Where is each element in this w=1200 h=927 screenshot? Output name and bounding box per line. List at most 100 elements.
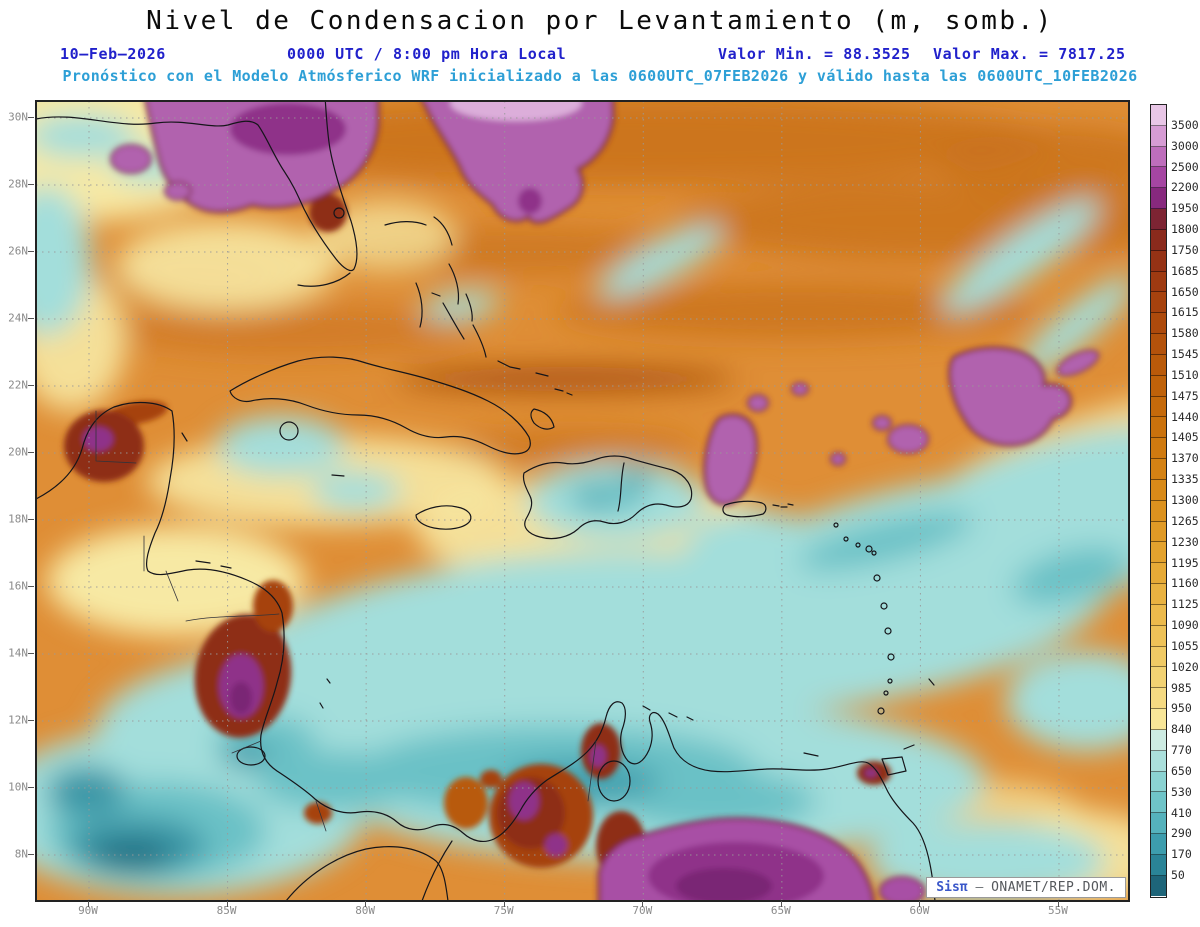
colorbar-label: 1335	[1171, 472, 1199, 487]
colorbar-cell	[1151, 729, 1166, 751]
colorbar-cell	[1151, 459, 1166, 480]
colorbar-label: 1615	[1171, 305, 1199, 320]
colorbar-label: 1265	[1171, 513, 1199, 528]
lon-tick-label: 85W	[216, 904, 237, 917]
coastlines	[36, 101, 936, 901]
colorbar-cell	[1151, 313, 1166, 335]
lon-tick-mark	[365, 901, 367, 907]
map-frame	[36, 101, 1129, 901]
lat-tick-label: 26N	[8, 244, 28, 258]
lat-tick-mark	[28, 586, 34, 587]
lat-tick-label: 16N	[8, 579, 28, 593]
colorbar-label: 290	[1171, 826, 1192, 841]
lat-tick-mark	[28, 117, 34, 118]
lat-tick-label: 18N	[8, 512, 28, 526]
colorbar-label: 985	[1171, 680, 1192, 695]
colorbar-label: 840	[1171, 722, 1192, 737]
lon-tick-label: 55W	[1048, 904, 1068, 917]
value-max: Valor Max. = 7817.25	[933, 45, 1126, 63]
colorbar-cell	[1151, 667, 1166, 689]
contour-field-extremes	[64, 101, 1100, 901]
colorbar-cell	[1151, 250, 1166, 272]
colorbar-label: 1020	[1171, 659, 1199, 674]
colorbar-cell	[1151, 167, 1166, 189]
colorbar-cell	[1151, 813, 1166, 834]
colorbar-cell	[1151, 271, 1166, 293]
colorbar-label: 170	[1171, 847, 1192, 862]
lon-tick-label: 75W	[493, 904, 514, 917]
lon-tick-mark	[503, 901, 505, 907]
colorbar-cell	[1151, 105, 1166, 126]
colorbar-cell	[1151, 875, 1166, 897]
colorbar-label: 1405	[1171, 430, 1199, 445]
colorbar-label: 1475	[1171, 388, 1199, 403]
colorbar-cell	[1151, 292, 1166, 314]
colorbar-label: 1580	[1171, 326, 1199, 341]
colorbar-cell	[1151, 354, 1166, 376]
lat-tick-label: 8N	[14, 847, 28, 861]
lat-tick-mark	[28, 385, 34, 386]
lcl-field-map	[36, 101, 1129, 901]
colorbar-cell	[1151, 521, 1166, 543]
lat-tick-mark	[28, 184, 34, 185]
lat-tick-label: 14N	[8, 646, 28, 660]
lon-tick-label: 80W	[355, 904, 376, 917]
colorbar-cell	[1151, 792, 1166, 814]
valid-date: 10–Feb–2026	[60, 45, 166, 63]
colorbar-cell	[1151, 646, 1166, 668]
watermark-box: Sisπ – ONAMET/REP.DOM.	[926, 877, 1126, 898]
colorbar-cell	[1151, 563, 1166, 585]
colorbar-cell	[1151, 334, 1166, 355]
lat-tick-mark	[28, 318, 34, 319]
colorbar-label: 1370	[1171, 451, 1199, 466]
colorbar-label: 1685	[1171, 263, 1199, 278]
lat-tick-mark	[28, 854, 34, 855]
colorbar-cell	[1151, 417, 1166, 439]
colorbar-cell	[1151, 479, 1166, 501]
colorbar-label: 1195	[1171, 555, 1199, 570]
lon-tick-label: 70W	[632, 904, 653, 917]
valid-time: 0000 UTC / 8:00 pm Hora Local	[287, 45, 567, 63]
colorbar-label: 950	[1171, 701, 1192, 716]
colorbar-cell	[1151, 771, 1166, 793]
lat-tick-label: 12N	[8, 713, 28, 727]
value-min: Valor Min. = 88.3525	[718, 45, 911, 63]
colorbar-label: 2200	[1171, 180, 1199, 195]
colorbar-labels: 3500 3000 2500 2200 1950 1800 1750 1685 1650 1615…	[1171, 104, 1200, 896]
colorbar-label: 410	[1171, 805, 1192, 820]
lat-tick-mark	[28, 787, 34, 788]
lat-tick-mark	[28, 452, 34, 453]
colorbar-label: 1090	[1171, 618, 1199, 633]
page-title: Nivel de Condensacion por Levantamiento …	[146, 6, 1054, 36]
colorbar-label: 1160	[1171, 576, 1199, 591]
colorbar-cell	[1151, 209, 1166, 230]
lon-tick-label: 90W	[78, 904, 98, 917]
colorbar-label: 1800	[1171, 222, 1199, 237]
contour-field-smooth	[36, 101, 1129, 901]
colorbar-label: 3000	[1171, 138, 1199, 153]
lon-tick-label: 60W	[909, 904, 930, 917]
colorbar-cell	[1151, 229, 1166, 251]
colorbar-cell	[1151, 584, 1166, 605]
colorbar-label: 3500	[1171, 117, 1199, 132]
lat-tick-mark	[28, 653, 34, 654]
colorbar-label: 1750	[1171, 242, 1199, 257]
lat-tick-label: 22N	[8, 378, 28, 392]
colorbar	[1150, 104, 1167, 898]
colorbar-cell	[1151, 750, 1166, 772]
colorbar-cell	[1151, 375, 1166, 397]
lat-tick-label: 10N	[8, 780, 28, 794]
lon-tick-mark	[1057, 901, 1059, 907]
colorbar-label: 1510	[1171, 367, 1199, 382]
map-plot-area: Sisπ – ONAMET/REP.DOM.	[35, 100, 1130, 902]
lat-lon-gridlines	[36, 101, 1129, 901]
colorbar-label: 2500	[1171, 159, 1199, 174]
colorbar-label: 1300	[1171, 493, 1199, 507]
colorbar-label: 530	[1171, 784, 1192, 799]
lon-tick-mark	[919, 901, 921, 907]
lon-tick-mark	[780, 901, 782, 907]
lat-tick-mark	[28, 720, 34, 721]
lon-tick-mark	[88, 901, 89, 907]
lon-tick-mark	[642, 901, 644, 907]
